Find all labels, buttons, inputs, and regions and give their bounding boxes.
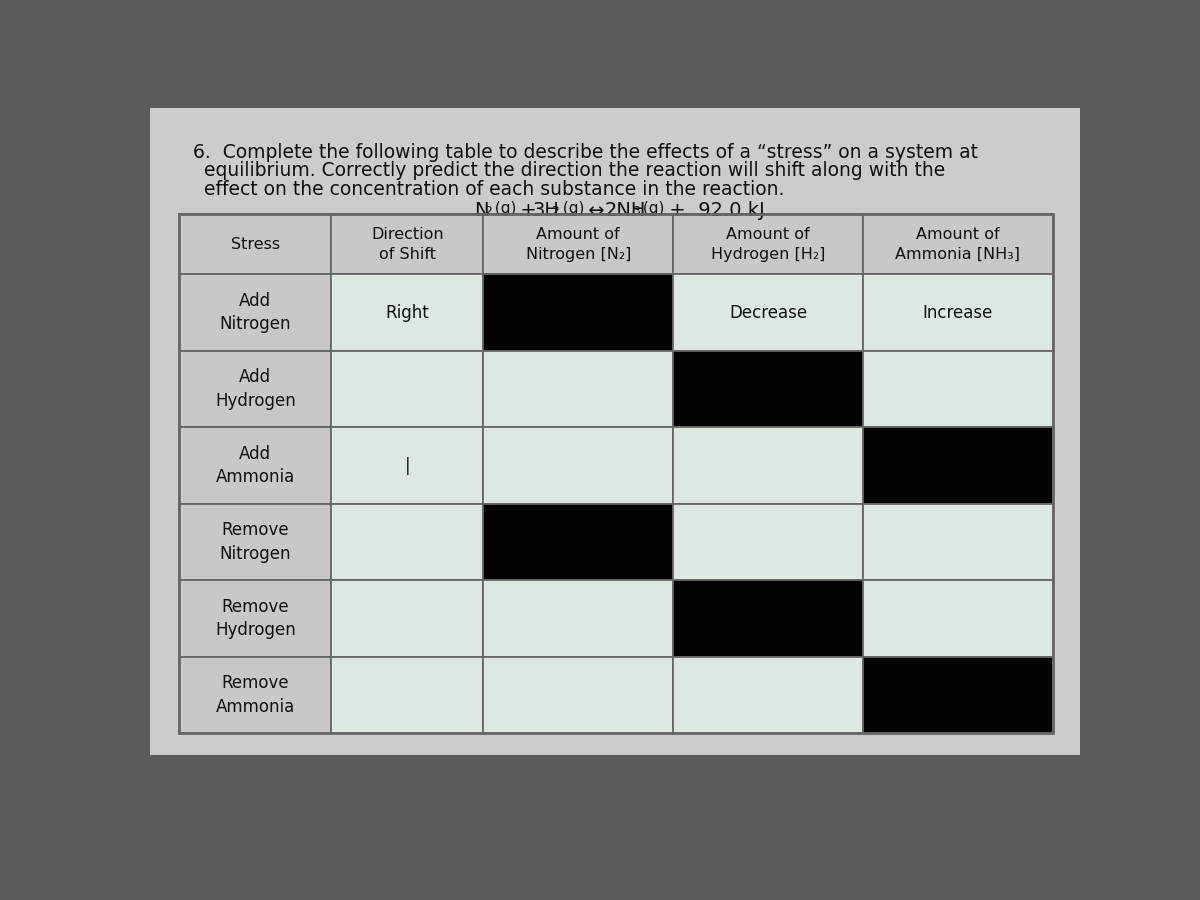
Text: (g): (g) — [638, 202, 665, 216]
Bar — [863, 428, 1052, 504]
Bar — [331, 504, 484, 580]
Bar — [331, 351, 484, 428]
Bar — [331, 657, 484, 734]
Bar — [331, 580, 484, 657]
Bar — [484, 657, 673, 734]
Text: 3H: 3H — [533, 202, 559, 220]
Bar — [863, 274, 1052, 351]
Text: Add
Hydrogen: Add Hydrogen — [215, 368, 295, 410]
Text: Amount of
Ammonia [NH₃]: Amount of Ammonia [NH₃] — [895, 227, 1020, 262]
Bar — [180, 580, 331, 657]
Bar — [180, 214, 331, 274]
Bar — [180, 214, 1052, 734]
Bar — [331, 214, 484, 274]
Text: Add
Nitrogen: Add Nitrogen — [220, 292, 292, 333]
Text: 2NH: 2NH — [604, 202, 646, 220]
Text: 3: 3 — [632, 205, 640, 218]
Bar — [484, 214, 673, 274]
Bar — [673, 428, 863, 504]
Bar — [863, 580, 1052, 657]
Bar — [180, 428, 331, 504]
Bar — [331, 274, 484, 351]
Bar — [180, 351, 331, 428]
Text: Increase: Increase — [923, 303, 994, 321]
Bar — [180, 657, 331, 734]
Text: Right: Right — [385, 303, 430, 321]
Text: Decrease: Decrease — [730, 303, 808, 321]
Text: 2: 2 — [552, 205, 559, 218]
Text: 2: 2 — [484, 205, 492, 218]
Bar — [180, 504, 331, 580]
Text: Add
Ammonia: Add Ammonia — [216, 445, 295, 486]
Text: (g): (g) — [558, 202, 584, 216]
Text: |: | — [404, 456, 410, 474]
Bar — [673, 580, 863, 657]
Text: N: N — [474, 202, 488, 220]
Text: Amount of
Nitrogen [N₂]: Amount of Nitrogen [N₂] — [526, 227, 631, 262]
Bar — [863, 657, 1052, 734]
Bar — [331, 428, 484, 504]
Text: +  92.0 kJ: + 92.0 kJ — [664, 202, 764, 220]
Text: Remove
Ammonia: Remove Ammonia — [216, 674, 295, 716]
Bar — [863, 351, 1052, 428]
Bar — [484, 504, 673, 580]
Bar — [673, 274, 863, 351]
Text: +: + — [515, 202, 544, 220]
Text: Remove
Hydrogen: Remove Hydrogen — [215, 598, 295, 639]
Bar — [673, 504, 863, 580]
Text: Amount of
Hydrogen [H₂]: Amount of Hydrogen [H₂] — [710, 227, 826, 262]
Text: (g): (g) — [491, 202, 517, 216]
Bar — [484, 428, 673, 504]
Bar — [180, 274, 331, 351]
Bar — [484, 274, 673, 351]
Text: Direction
of Shift: Direction of Shift — [371, 227, 444, 262]
Text: equilibrium. Correctly predict the direction the reaction will shift along with : equilibrium. Correctly predict the direc… — [204, 161, 946, 180]
Text: Stress: Stress — [230, 237, 280, 252]
Bar — [863, 214, 1052, 274]
Bar — [484, 580, 673, 657]
Bar — [673, 351, 863, 428]
Bar — [863, 504, 1052, 580]
Text: ↔: ↔ — [582, 202, 611, 220]
Text: 6.  Complete the following table to describe the effects of a “stress” on a syst: 6. Complete the following table to descr… — [193, 142, 978, 162]
Bar — [673, 657, 863, 734]
Text: Remove
Nitrogen: Remove Nitrogen — [220, 521, 292, 562]
Bar — [484, 351, 673, 428]
Bar — [673, 214, 863, 274]
Text: effect on the concentration of each substance in the reaction.: effect on the concentration of each subs… — [204, 180, 785, 199]
